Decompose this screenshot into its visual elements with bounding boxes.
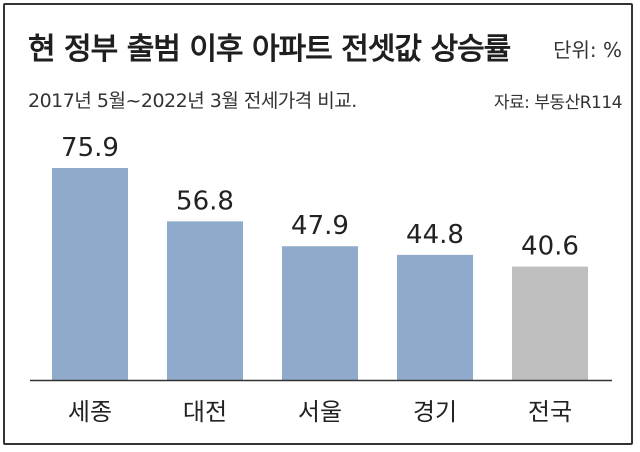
value-label: 47.9: [291, 211, 349, 241]
category-label: 경기: [413, 398, 457, 426]
source-label: 자료: 부동산R114: [493, 93, 623, 113]
category-label: 서울: [298, 398, 342, 426]
bar-서울: [282, 246, 358, 380]
chart-subtitle: 2017년 5월~2022년 3월 전세가격 비교.: [28, 90, 357, 112]
unit-label: 단위: %: [553, 38, 622, 62]
category-label: 세종: [68, 398, 112, 426]
value-label: 75.9: [61, 133, 119, 163]
chart-title: 현 정부 출범 이후 아파트 전셋값 상승률: [28, 32, 511, 67]
bar-세종: [52, 168, 128, 380]
bar-전국: [512, 266, 588, 380]
value-label: 40.6: [521, 232, 579, 262]
bar-경기: [397, 254, 473, 380]
category-label: 전국: [528, 398, 572, 426]
value-label: 56.8: [176, 186, 234, 216]
chart-frame: [3, 3, 633, 445]
bar-대전: [167, 221, 243, 380]
category-label: 대전: [183, 398, 227, 426]
value-label: 44.8: [406, 220, 464, 250]
